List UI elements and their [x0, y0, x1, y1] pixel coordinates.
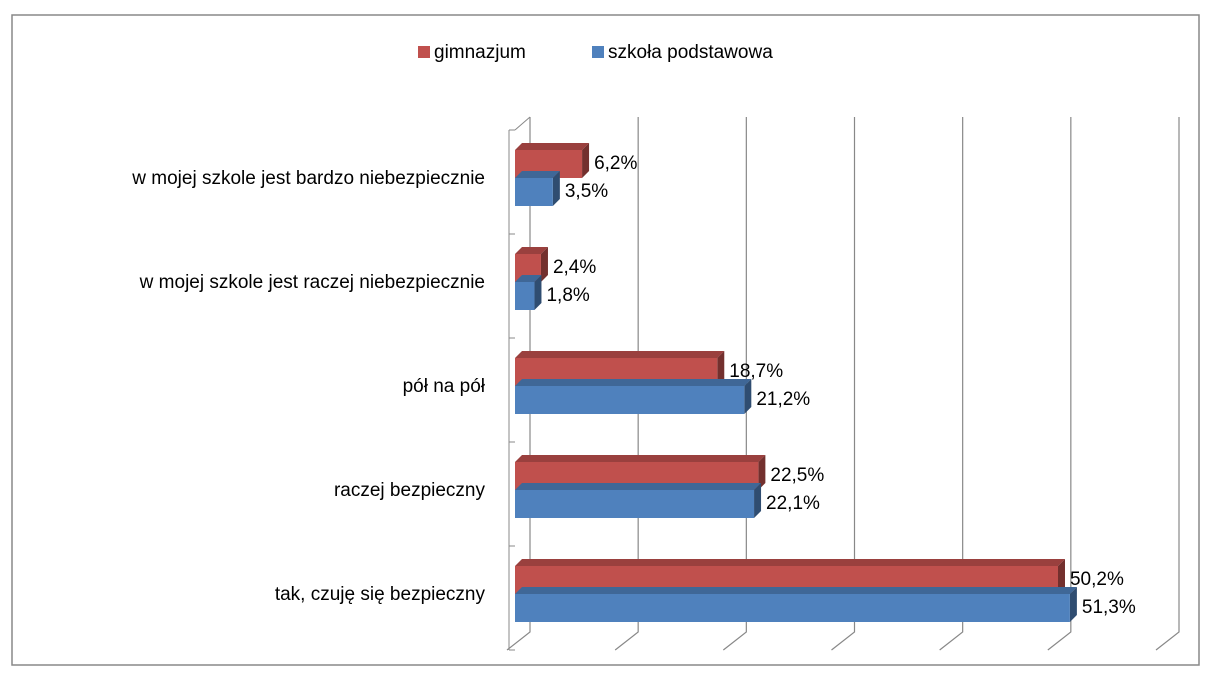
- bar-side: [552, 171, 560, 206]
- y-tick-label: pół na pół: [403, 376, 486, 397]
- value-label: 22,5%: [770, 465, 824, 486]
- bar: [515, 178, 553, 206]
- bar-top: [515, 587, 1077, 594]
- bar: [515, 490, 755, 518]
- value-label: 50,2%: [1070, 569, 1124, 590]
- bar-top: [515, 483, 762, 490]
- grid-line: [614, 117, 639, 651]
- legend-label: gimnazjum: [434, 42, 526, 63]
- bar: [515, 386, 745, 414]
- chart-frame: [11, 14, 1200, 666]
- axis-line: [514, 116, 531, 131]
- value-label: 22,1%: [766, 493, 820, 514]
- bar-top: [515, 351, 725, 358]
- bar-top: [515, 559, 1065, 566]
- bar-top: [515, 171, 560, 178]
- y-tick-label: w mojej szkole jest bardzo niebezpieczni…: [131, 168, 485, 189]
- bar-side: [754, 483, 762, 518]
- legend-label: szkoła podstawowa: [608, 42, 773, 63]
- bar-side: [758, 455, 766, 490]
- bar-top: [515, 379, 752, 386]
- value-label: 2,4%: [553, 257, 596, 278]
- bar-side: [1057, 559, 1065, 594]
- bar-top: [515, 455, 766, 462]
- grid-line: [1155, 117, 1180, 651]
- bar-side: [1069, 587, 1077, 622]
- grid-line: [939, 117, 964, 651]
- value-label: 1,8%: [546, 285, 589, 306]
- legend-swatch: [592, 46, 604, 58]
- value-label: 3,5%: [565, 181, 608, 202]
- bar-top: [515, 275, 542, 282]
- value-label: 51,3%: [1082, 597, 1136, 618]
- bar: [515, 594, 1070, 622]
- bar-side: [744, 379, 752, 414]
- bar-side: [717, 351, 725, 386]
- grid-line: [1047, 117, 1072, 651]
- value-label: 6,2%: [594, 153, 637, 174]
- value-label: 21,2%: [756, 389, 810, 410]
- bar-side: [540, 247, 548, 282]
- bar-side: [582, 143, 590, 178]
- legend-swatch: [418, 46, 430, 58]
- bar-top: [515, 143, 590, 150]
- grid-line: [831, 117, 856, 651]
- value-label: 18,7%: [729, 361, 783, 382]
- bar: [515, 282, 535, 310]
- y-tick-label: tak, czuję się bezpieczny: [275, 584, 486, 605]
- bar-side: [534, 275, 542, 310]
- y-tick-label: w mojej szkole jest raczej niebezpieczni…: [139, 272, 485, 293]
- grid-line: [722, 117, 747, 651]
- bar-top: [515, 247, 548, 254]
- y-tick-label: raczej bezpieczny: [334, 480, 486, 501]
